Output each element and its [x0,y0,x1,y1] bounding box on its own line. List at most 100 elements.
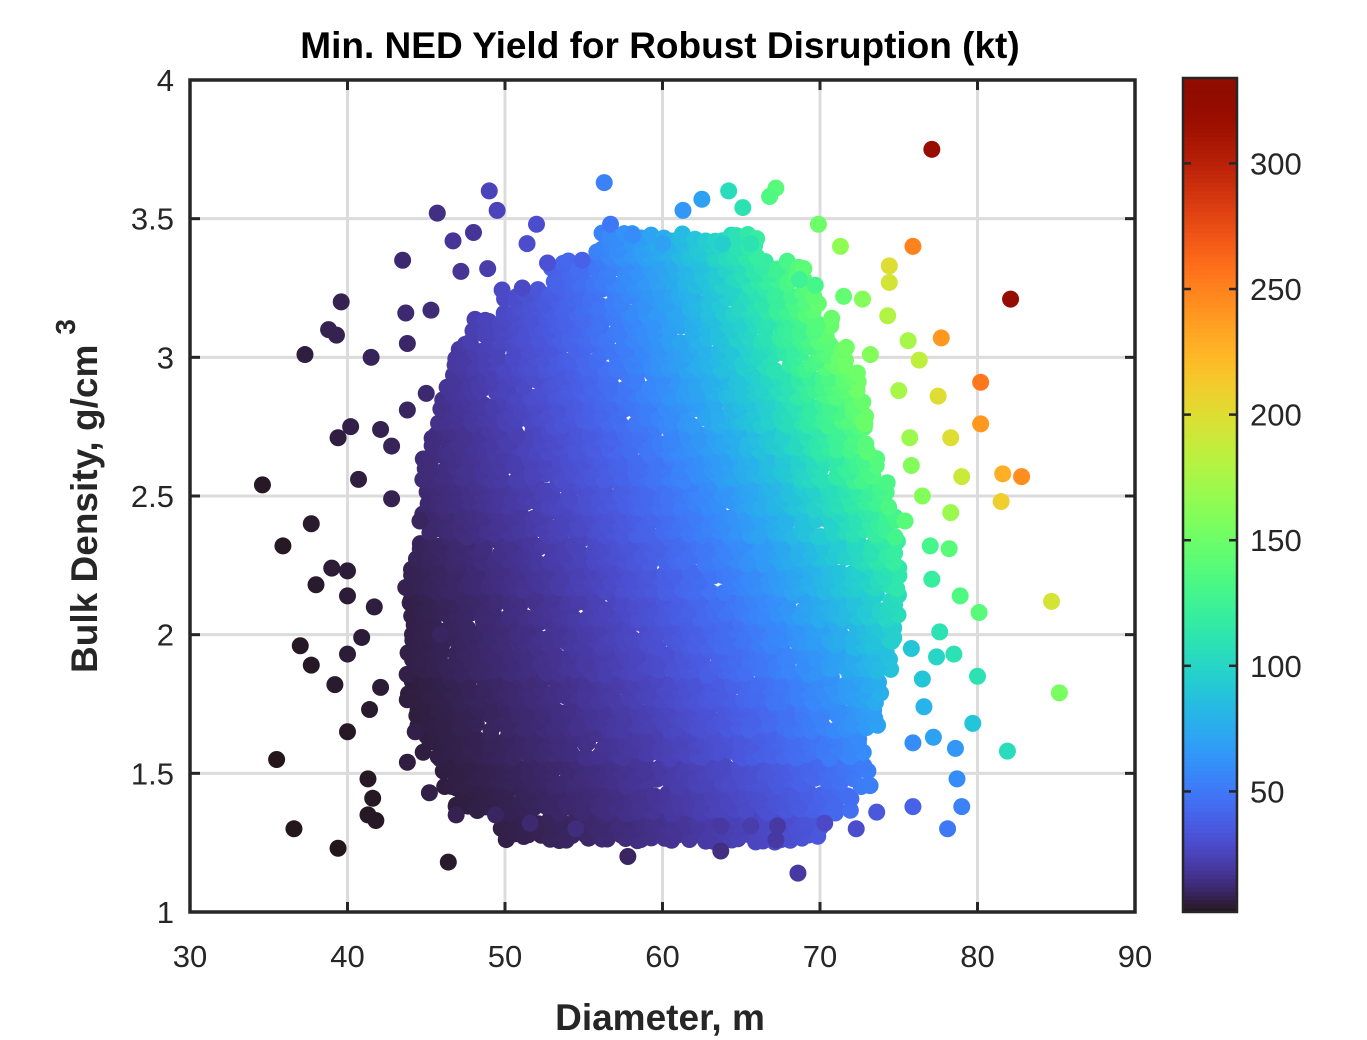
scatter-point [339,723,356,741]
scatter-point [948,770,966,788]
scatter-point [939,820,957,838]
scatter-point [302,656,320,674]
colorbar-segment [1183,148,1237,154]
scatter-point [350,470,368,488]
scatter-point [411,512,429,530]
colorbar-segment [1183,795,1237,801]
scatter-point [268,750,286,768]
colorbar-segment [1183,157,1237,162]
scatter-point [693,190,711,208]
scatter-point [902,456,920,474]
scatter-point [323,559,341,577]
scatter-point [645,787,663,805]
y-axis-label-superscript: 3 [50,319,81,335]
scatter-point [365,598,383,616]
colorbar-segment [1183,144,1237,150]
colorbar-segment [1183,469,1237,475]
colorbar-segment [1183,570,1237,575]
scatter-point [902,640,920,658]
scatter-point [831,237,849,255]
scatter-point [931,623,949,641]
colorbar-segment [1183,186,1237,192]
colorbar-segment [1183,786,1237,792]
scatter-point [398,401,416,419]
colorbar-segment [1183,507,1237,513]
colorbar-segment [1183,824,1237,830]
colorbar-segment [1183,403,1237,409]
colorbar-segment [1183,874,1237,880]
scatter-point [580,426,598,444]
scatter-point [915,698,933,716]
colorbar-segment [1183,182,1237,188]
dense-point-cloud [398,224,908,851]
colorbar-segment [1183,411,1237,417]
scatter-point [998,742,1016,760]
colorbar-segment [1183,390,1237,396]
colorbar-tick-label: 250 [1250,272,1302,307]
scatter-point [654,235,671,253]
colorbar-segment [1183,324,1237,329]
scatter-point [923,570,941,588]
y-tick-label: 2 [157,618,174,653]
colorbar-segment [1183,315,1237,321]
scatter-point [880,498,898,516]
colorbar-segment [1183,603,1237,609]
colorbar-segment [1183,436,1237,442]
colorbar-segment [1183,620,1237,625]
scatter-point [383,437,401,455]
y-tick-label: 1.5 [131,756,174,791]
scatter-point [602,215,620,233]
scatter-point [969,667,986,685]
scatter-point [296,346,314,364]
axes: 30 40 50 60 70 80 90 1 1.5 2 2.5 3 3.5 4 [131,63,1152,974]
colorbar-segment [1183,353,1237,358]
scatter-point [896,512,914,530]
scatter-point [768,817,786,835]
scatter-point [880,273,898,291]
x-tick-label: 30 [173,939,207,974]
scatter-point [488,201,506,219]
colorbar-segment [1183,369,1237,375]
colorbar-segment [1183,515,1237,521]
scatter-point [291,637,309,655]
colorbar-segment [1183,361,1237,367]
colorbar-segment [1183,545,1237,550]
colorbar-segment [1183,640,1237,646]
scatter-point [428,204,446,222]
scatter-point [553,775,571,793]
colorbar-tick-label: 300 [1250,146,1302,181]
colorbar-segment [1183,399,1237,404]
y-tick-label: 4 [157,63,174,98]
colorbar-segment [1183,328,1237,333]
colorbar-segment [1183,219,1237,225]
colorbar-segment [1183,319,1237,325]
scatter-point [742,235,760,253]
colorbar-segment [1183,511,1237,517]
colorbar-segment [1183,495,1237,500]
scatter-point [899,332,917,350]
colorbar-segment [1183,136,1237,142]
scatter-point [921,537,939,555]
scatter-point [715,756,733,774]
colorbar-segment [1183,278,1237,283]
scatter-point [712,817,730,835]
colorbar-segment [1183,761,1237,767]
colorbar-segment [1183,444,1237,450]
scatter-point [1043,592,1061,610]
colorbar-segment [1183,119,1237,125]
colorbar-segment [1183,490,1237,496]
scatter-point [488,591,506,609]
colorbar-segment [1183,432,1237,438]
colorbar-segment [1183,674,1237,680]
colorbar-segment [1183,728,1237,734]
scatter-point [712,842,730,860]
scatter-point [595,174,613,192]
scatter-point [512,506,530,524]
colorbar-segment [1183,378,1237,384]
scatter-point [364,789,382,807]
scatter-point [855,757,873,775]
scatter-point [942,429,960,447]
colorbar-segment [1183,465,1237,471]
colorbar-segment [1183,553,1237,559]
